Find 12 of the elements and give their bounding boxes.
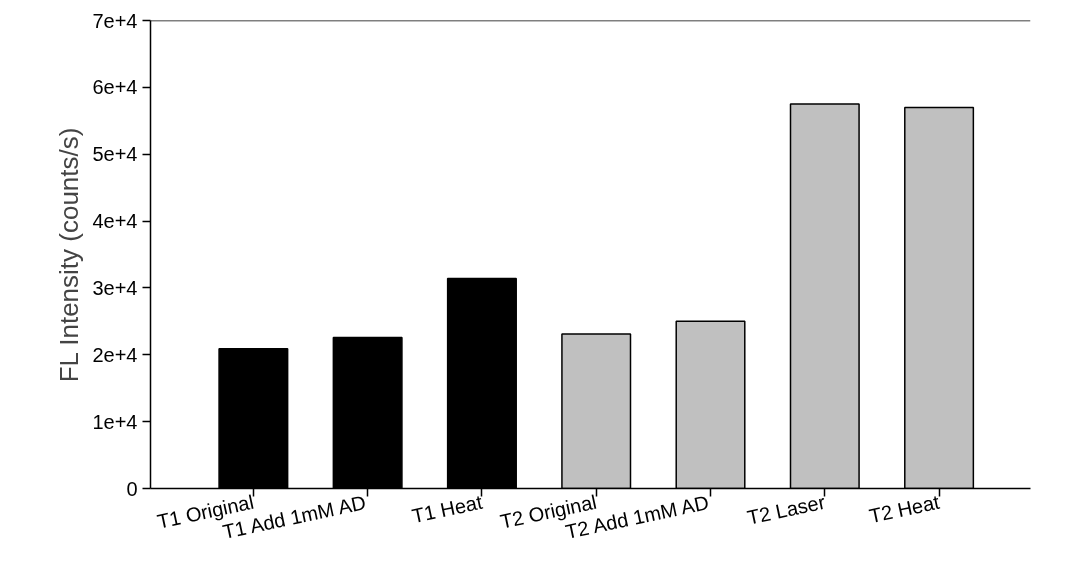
y-tick-label: 4e+4	[92, 210, 138, 233]
y-tick-label: 0	[126, 477, 138, 500]
x-tick-label: T1 Heat	[410, 490, 485, 528]
y-tick-label: 3e+4	[92, 276, 138, 299]
y-tick-label: 5e+4	[92, 143, 138, 166]
y-tick-label: 2e+4	[92, 343, 138, 366]
y-tick-label: 6e+4	[92, 76, 138, 99]
y-tick-label: 7e+4	[92, 9, 138, 32]
y-axis-title: FL Intensity (counts/s)	[54, 127, 85, 383]
y-tick-label: 1e+4	[92, 410, 138, 433]
x-tick-label: T2 Heat	[867, 490, 942, 528]
x-tick-label: T2 Laser	[745, 490, 828, 529]
